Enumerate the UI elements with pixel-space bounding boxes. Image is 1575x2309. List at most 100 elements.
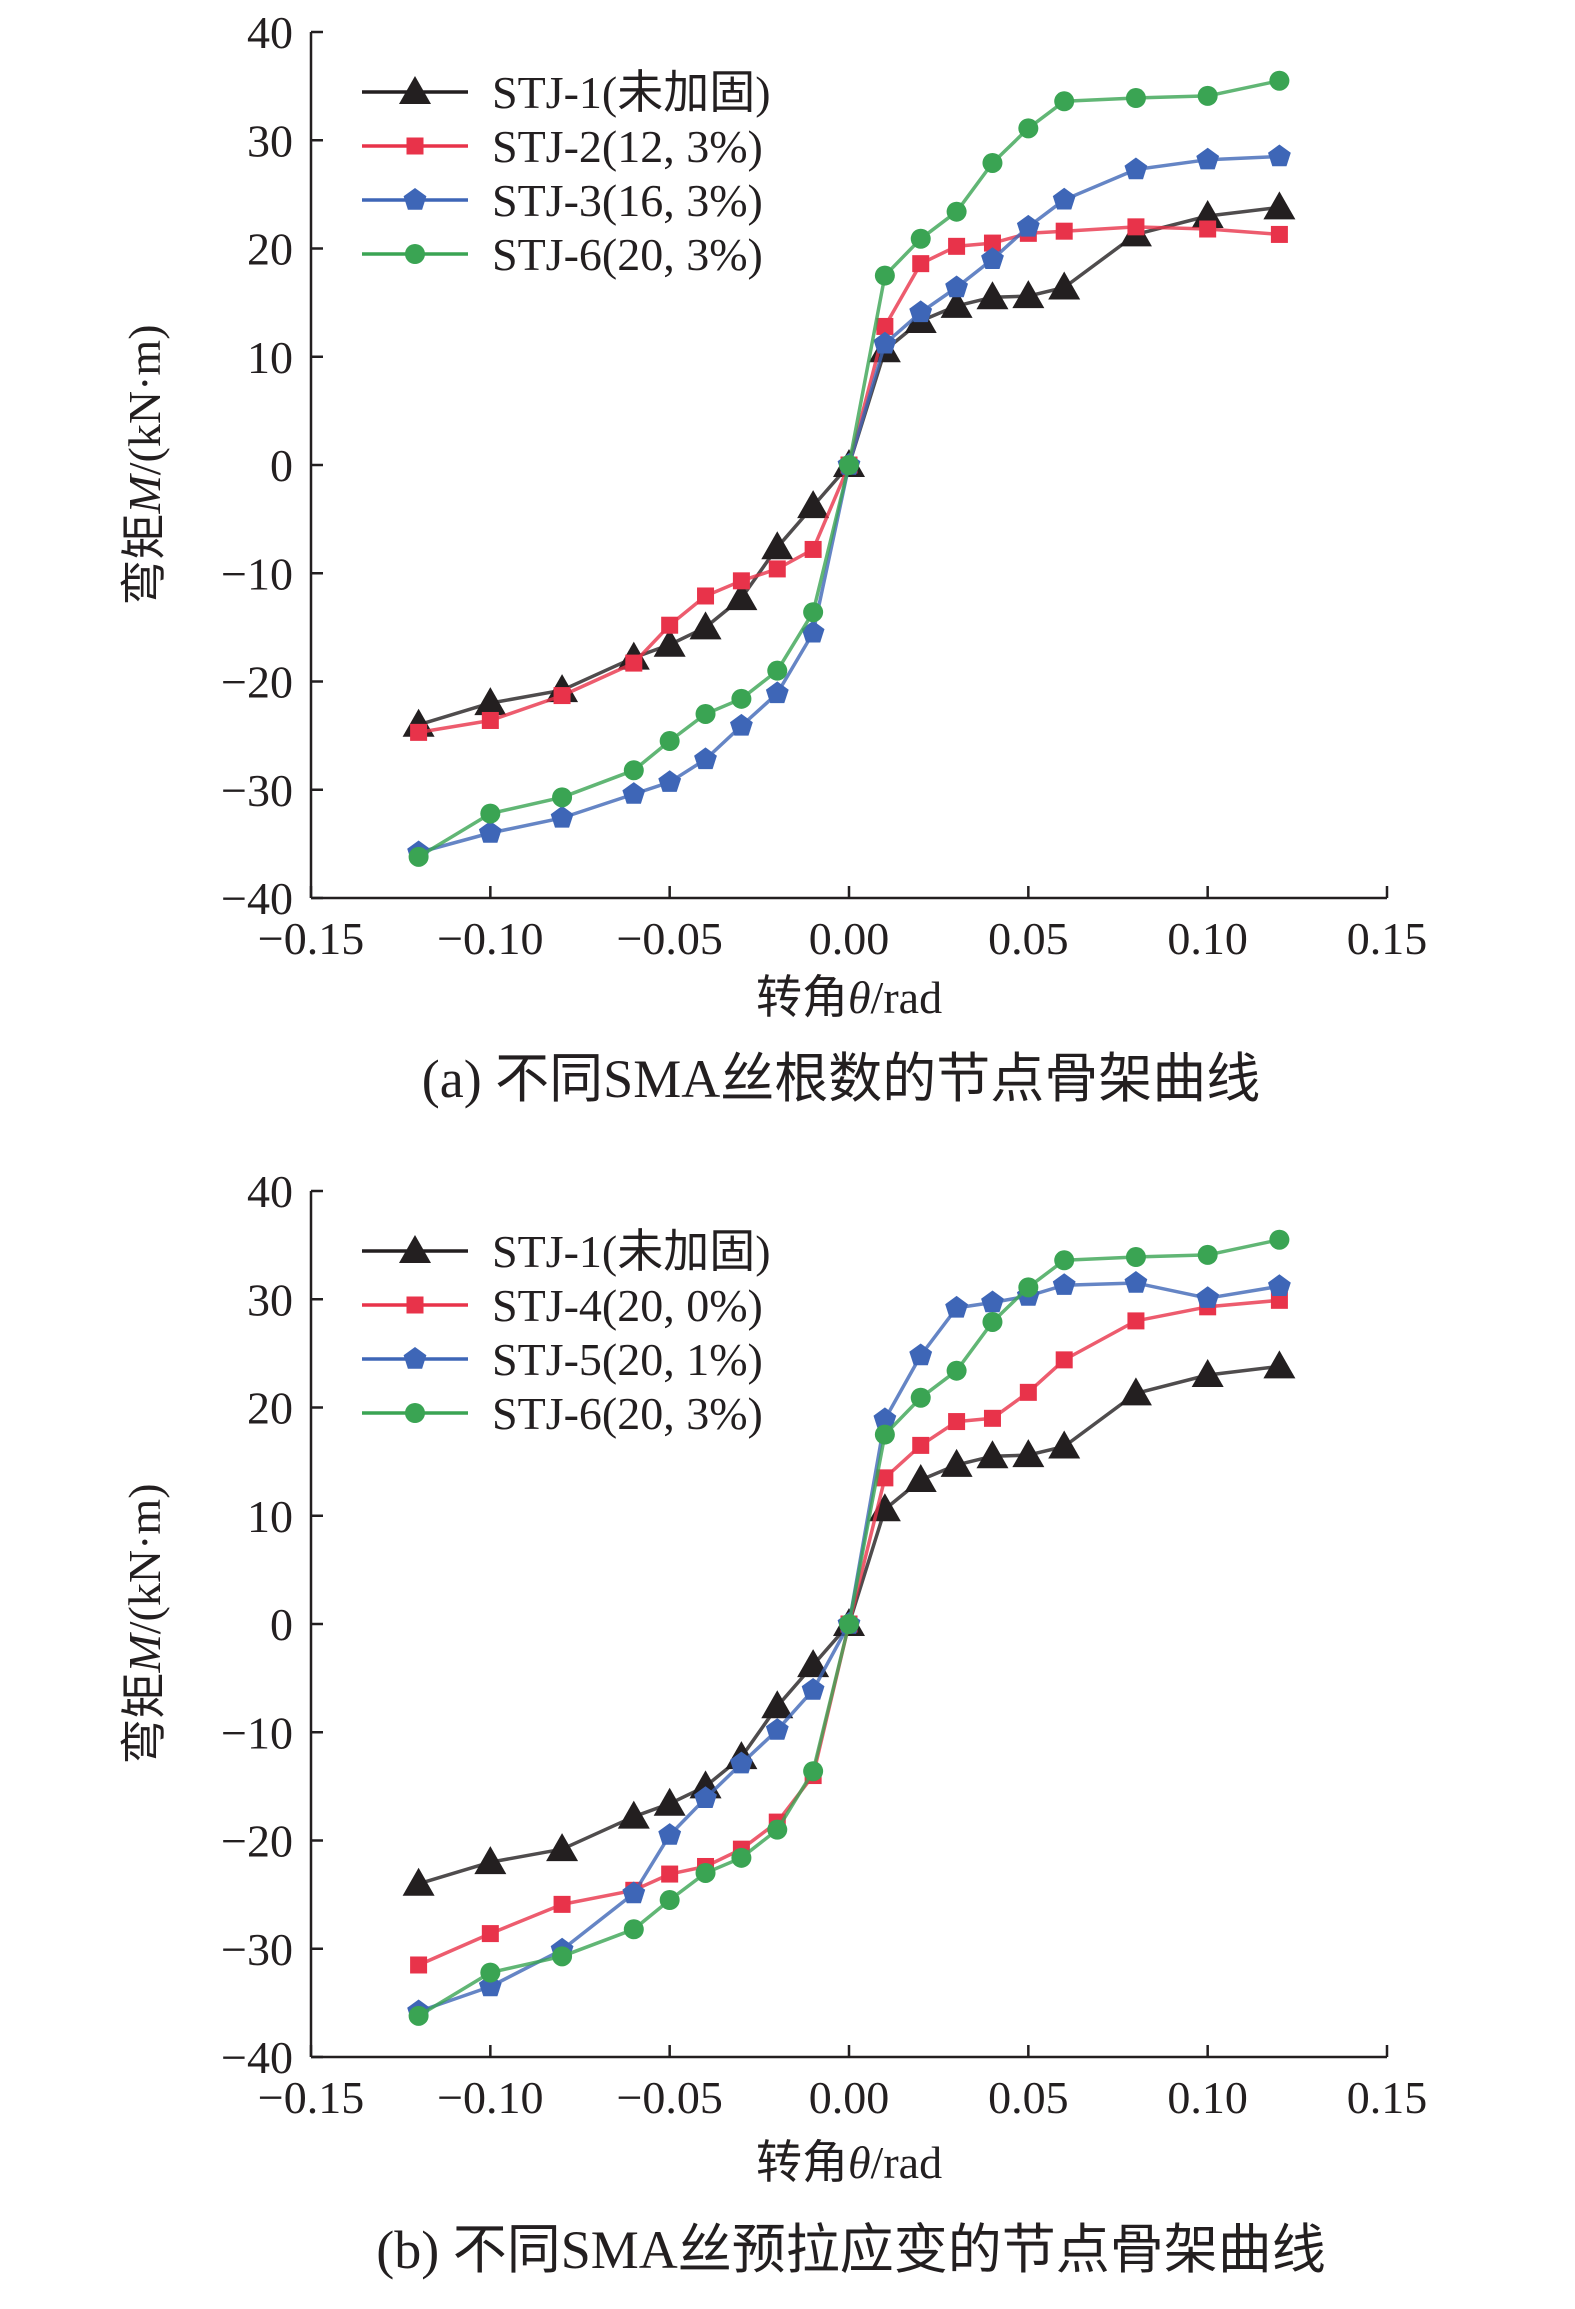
data-point	[1270, 1291, 1288, 1309]
data-point	[976, 1440, 1009, 1469]
data-point	[761, 531, 794, 560]
data-point	[1019, 1383, 1037, 1401]
data-point	[946, 1360, 967, 1381]
x-tick-label: −0.15	[258, 913, 364, 964]
legend-label: STJ-6(20, 3%)	[492, 1388, 763, 1439]
legend-marker	[403, 1347, 427, 1369]
data-point	[1125, 1247, 1146, 1268]
data-point	[765, 1718, 789, 1740]
data-point	[697, 587, 715, 605]
data-point	[1127, 218, 1145, 236]
y-axis-title: 弯矩M/(kN·m)	[119, 324, 170, 605]
data-point	[768, 560, 786, 578]
data-point	[1268, 144, 1291, 167]
y-tick-label: 30	[247, 1274, 293, 1325]
data-point	[661, 1865, 679, 1883]
data-point	[730, 1751, 753, 1774]
y-tick-label: −40	[221, 873, 293, 924]
data-point	[976, 281, 1009, 310]
y-tick-label: 30	[247, 115, 293, 166]
data-point	[730, 713, 753, 736]
data-point	[661, 616, 679, 634]
legend-marker	[403, 188, 427, 210]
data-point	[1016, 214, 1040, 237]
data-point	[1199, 220, 1217, 238]
data-point	[1269, 1229, 1290, 1250]
data-point	[797, 1649, 830, 1678]
x-tick-label: 0.05	[988, 2072, 1069, 2123]
data-point	[1119, 1377, 1152, 1406]
data-point	[725, 582, 758, 611]
x-tick-label: 0.15	[1347, 2072, 1428, 2123]
legend-label: STJ-6(20, 3%)	[492, 229, 763, 280]
x-tick-label: −0.10	[437, 913, 543, 964]
x-axis-title: 转角θ/rad	[756, 2137, 942, 2188]
y-tick-label: −10	[221, 1707, 293, 1758]
data-point	[948, 237, 966, 255]
data-point	[695, 1862, 716, 1883]
data-point	[653, 628, 686, 657]
data-point	[1196, 1286, 1220, 1308]
data-point	[983, 234, 1001, 252]
x-axis-title: 转角θ/rad	[756, 972, 942, 1023]
series-STJ-6(20, 3%)	[408, 1229, 1290, 2026]
data-point	[1125, 88, 1146, 109]
data-point	[940, 1448, 973, 1477]
x-tick-label: 0.15	[1347, 913, 1428, 964]
data-point	[695, 703, 716, 724]
data-point	[552, 1946, 573, 1967]
chart-panel-a: −40 −30 −20 −10 0 10 20 30 40 −0.15 −0.10 −0.05 0.00…	[119, 7, 1427, 1109]
data-point	[659, 1890, 680, 1911]
data-point	[1263, 1350, 1296, 1379]
legend-label: STJ-3(16, 3%)	[492, 175, 763, 226]
data-point	[408, 2005, 429, 2026]
x-tick-label: −0.05	[616, 913, 722, 964]
data-point	[410, 1956, 428, 1974]
data-point	[761, 1690, 794, 1719]
data-point	[402, 1867, 435, 1896]
x-tick-label: −0.05	[616, 2072, 722, 2123]
y-tick-label: 20	[247, 224, 293, 275]
y-tick-label: 0	[270, 440, 293, 491]
data-point	[983, 1409, 1001, 1427]
legend-marker	[399, 1235, 431, 1263]
data-point	[480, 803, 501, 824]
y-tick-label: −30	[221, 765, 293, 816]
data-point	[946, 201, 967, 222]
data-point	[1052, 187, 1076, 210]
data-point	[694, 1786, 717, 1808]
data-point	[1127, 1312, 1145, 1330]
data-point	[803, 602, 824, 623]
data-point	[874, 1424, 895, 1445]
data-point	[839, 455, 859, 475]
series-line	[418, 225, 1280, 735]
data-point	[550, 805, 574, 828]
data-point	[553, 1895, 571, 1913]
x-tick-label: −0.10	[437, 2072, 543, 2123]
data-point	[623, 760, 644, 781]
x-tick-label: 0.00	[809, 913, 890, 964]
data-point	[1191, 1359, 1224, 1388]
data-point	[904, 1464, 937, 1493]
data-point	[1124, 157, 1148, 180]
data-point	[408, 846, 429, 867]
data-point	[1048, 1430, 1081, 1459]
data-point	[765, 681, 789, 704]
legend-marker	[399, 76, 431, 104]
y-tick-label: 40	[247, 1166, 293, 1217]
data-point	[474, 1846, 507, 1875]
data-point	[839, 1614, 859, 1634]
x-tick-label: −0.15	[258, 2072, 364, 2123]
data-point	[1054, 1250, 1075, 1271]
data-point	[478, 821, 502, 843]
data-point	[1012, 1439, 1045, 1468]
data-point	[945, 1295, 968, 1318]
data-point	[1054, 91, 1075, 112]
data-point	[873, 331, 897, 354]
data-point	[981, 1290, 1004, 1313]
data-point	[804, 540, 822, 558]
data-point	[731, 1847, 752, 1868]
data-point	[801, 620, 825, 643]
data-point	[873, 1407, 897, 1430]
